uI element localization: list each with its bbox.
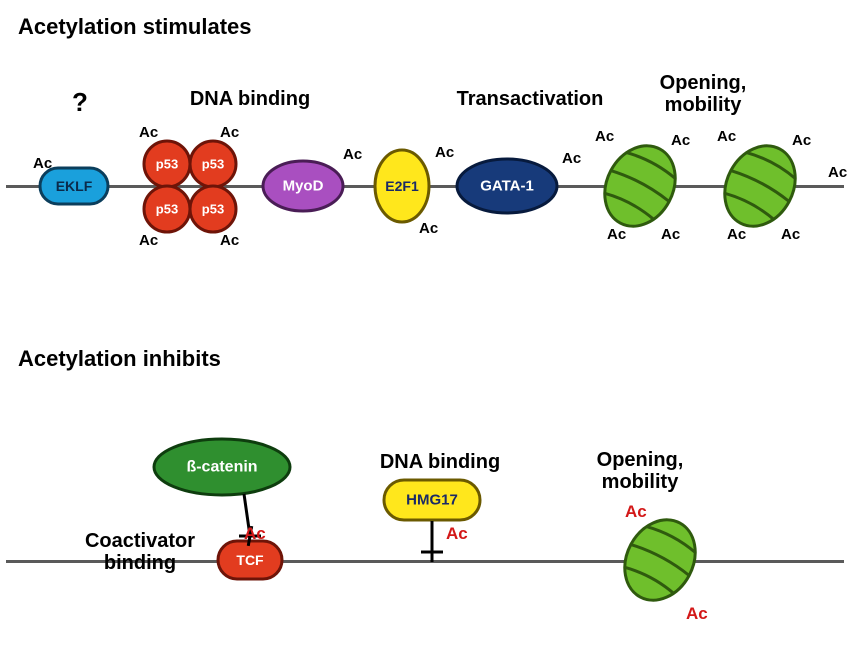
- factor-label-p53d: p53: [202, 202, 224, 217]
- ac-label: Ac: [435, 144, 454, 161]
- factor-label-gata1: GATA-1: [480, 178, 534, 195]
- ac-label: Ac: [562, 150, 581, 167]
- ac-label: Ac: [220, 124, 239, 141]
- ac-label: Ac: [717, 128, 736, 145]
- factor-nuc2: [711, 133, 809, 238]
- ac-label: Ac: [595, 128, 614, 145]
- ac-label-red: Ac: [446, 524, 468, 544]
- ac-label: Ac: [33, 155, 52, 172]
- factor-label-p53c: p53: [156, 202, 178, 217]
- factor-label-myod: MyoD: [283, 178, 324, 195]
- ac-label: Ac: [671, 132, 690, 149]
- factor-label-bcat: ß-catenin: [186, 459, 257, 476]
- ac-label-red: Ac: [625, 502, 647, 522]
- factor-nuc1: [591, 133, 689, 238]
- ac-label: Ac: [139, 232, 158, 249]
- factors-layer: EKLF p53 p53 p53 p53 MyoD E2F1 GATA-1 ß-catenin T…: [0, 0, 850, 667]
- factor-label-tcf: TCF: [236, 552, 264, 568]
- diagram-stage: Acetylation stimulatesAcetylation inhibi…: [0, 0, 850, 667]
- factor-label-hmg17: HMG17: [406, 492, 458, 509]
- ac-label: Ac: [419, 220, 438, 237]
- ac-label: Ac: [220, 232, 239, 249]
- ac-label: Ac: [792, 132, 811, 149]
- factor-nuc3: [611, 507, 709, 612]
- factor-label-eklf: EKLF: [56, 178, 93, 194]
- ac-label: Ac: [607, 226, 626, 243]
- ac-label-red: Ac: [244, 524, 266, 544]
- ac-label: Ac: [139, 124, 158, 141]
- ac-label: Ac: [828, 164, 847, 181]
- ac-label: Ac: [781, 226, 800, 243]
- ac-label-red: Ac: [686, 604, 708, 624]
- factor-label-p53b: p53: [202, 157, 224, 172]
- ac-label: Ac: [343, 146, 362, 163]
- factor-label-p53a: p53: [156, 157, 178, 172]
- ac-label: Ac: [727, 226, 746, 243]
- factor-label-e2f1: E2F1: [385, 178, 419, 194]
- ac-label: Ac: [661, 226, 680, 243]
